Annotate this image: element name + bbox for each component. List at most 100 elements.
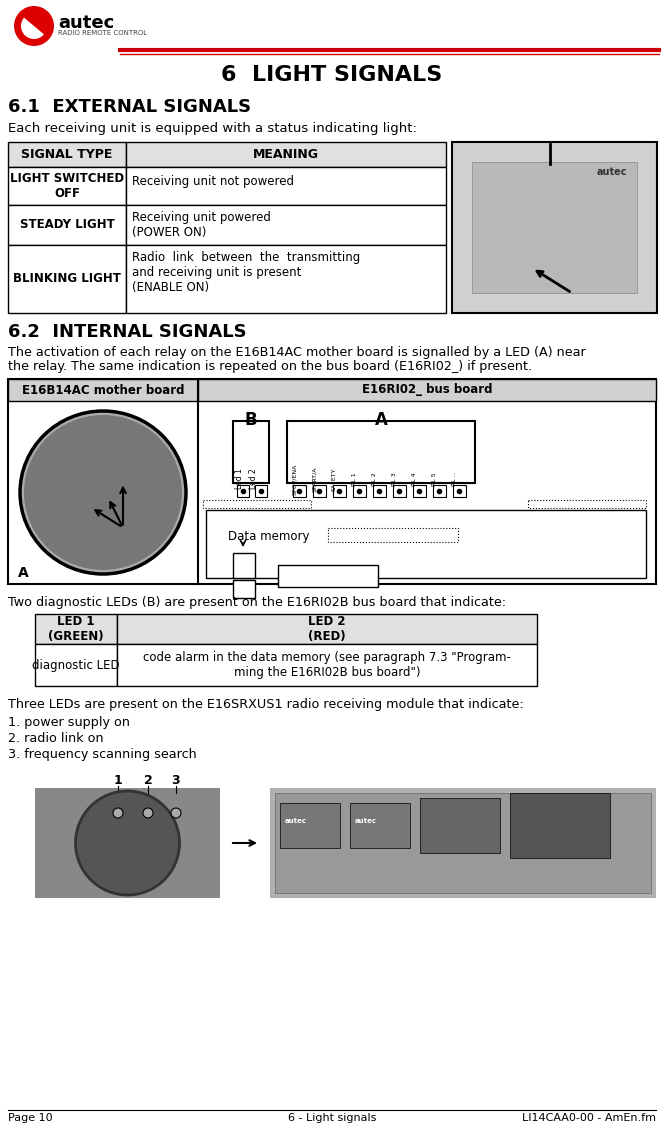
Bar <box>278 565 378 588</box>
Circle shape <box>76 791 179 895</box>
Circle shape <box>143 808 153 818</box>
Text: autec: autec <box>597 168 627 177</box>
Bar <box>270 788 656 898</box>
Text: A: A <box>18 566 29 580</box>
Text: RL 2: RL 2 <box>372 472 377 486</box>
Wedge shape <box>21 18 44 38</box>
Bar <box>255 484 267 497</box>
Text: 6.2  INTERNAL SIGNALS: 6.2 INTERNAL SIGNALS <box>8 323 246 341</box>
Text: A: A <box>374 411 387 429</box>
Text: LIGHT SWITCHED
OFF: LIGHT SWITCHED OFF <box>10 172 124 200</box>
Text: autec: autec <box>355 818 377 824</box>
Text: 6  LIGHT SIGNALS: 6 LIGHT SIGNALS <box>221 65 443 85</box>
Bar <box>433 484 446 497</box>
Bar <box>126 168 446 205</box>
Text: START/A: START/A <box>312 466 317 491</box>
Bar <box>353 484 366 497</box>
Text: MEANING: MEANING <box>253 148 319 161</box>
Bar <box>8 379 198 401</box>
Bar <box>203 500 311 508</box>
Text: B: B <box>245 411 258 429</box>
Text: Led 1: Led 1 <box>235 469 244 489</box>
Bar <box>472 162 637 293</box>
Circle shape <box>113 808 123 818</box>
Text: RL 4: RL 4 <box>412 472 417 486</box>
Bar <box>280 803 340 848</box>
Text: RL 3: RL 3 <box>392 472 397 486</box>
Text: STEADY LIGHT: STEADY LIGHT <box>20 218 114 232</box>
Bar <box>117 644 537 686</box>
Text: Radio  link  between  the  transmitting
and receiving unit is present
(ENABLE ON: Radio link between the transmitting and … <box>132 251 361 294</box>
Bar <box>8 142 126 168</box>
Text: the relay. The same indication is repeated on the bus board (E16RI02_) if presen: the relay. The same indication is repeat… <box>8 360 532 374</box>
Text: STOP/ENA: STOP/ENA <box>292 463 297 495</box>
Bar <box>8 205 126 245</box>
Text: 1: 1 <box>114 774 122 787</box>
Bar <box>233 554 255 578</box>
Text: Receiving unit powered
(POWER ON): Receiving unit powered (POWER ON) <box>132 211 271 239</box>
Bar <box>453 484 466 497</box>
Bar <box>8 245 126 314</box>
Bar <box>8 168 126 205</box>
Text: LED 1
(GREEN): LED 1 (GREEN) <box>48 615 104 643</box>
Text: RADIO REMOTE CONTROL: RADIO REMOTE CONTROL <box>58 31 147 36</box>
Text: SIGNAL TYPE: SIGNAL TYPE <box>21 148 113 161</box>
Bar <box>237 484 249 497</box>
Text: autec: autec <box>285 818 307 824</box>
Text: Receiving unit not powered: Receiving unit not powered <box>132 175 294 188</box>
Bar <box>126 205 446 245</box>
Text: 1. power supply on: 1. power supply on <box>8 717 130 729</box>
Text: LI14CAA0-00 - AmEn.fm: LI14CAA0-00 - AmEn.fm <box>522 1113 656 1123</box>
Bar <box>5 5 117 48</box>
Circle shape <box>171 808 181 818</box>
Text: 2. radio link on: 2. radio link on <box>8 732 104 745</box>
Text: Three LEDs are present on the E16SRXUS1 radio receiving module that indicate:: Three LEDs are present on the E16SRXUS1 … <box>8 698 524 711</box>
Text: RL ..: RL .. <box>452 472 457 486</box>
Bar <box>528 500 646 508</box>
Bar <box>420 798 500 854</box>
Text: Each receiving unit is equipped with a status indicating light:: Each receiving unit is equipped with a s… <box>8 122 417 135</box>
Bar <box>35 788 220 898</box>
Bar <box>413 484 426 497</box>
Bar <box>126 245 446 314</box>
Text: SAFETY: SAFETY <box>332 468 337 491</box>
Bar <box>510 794 610 858</box>
Text: LED 2
(RED): LED 2 (RED) <box>308 615 346 643</box>
Text: Page 10: Page 10 <box>8 1113 52 1123</box>
Text: RL 1: RL 1 <box>352 472 357 486</box>
Text: RL 5: RL 5 <box>432 472 437 486</box>
Bar <box>333 484 346 497</box>
Text: The activation of each relay on the E16B14AC mother board is signalled by a LED : The activation of each relay on the E16B… <box>8 346 586 359</box>
Text: 3: 3 <box>172 774 181 787</box>
Text: Two diagnostic LEDs (B) are present on the E16RI02B bus board that indicate:: Two diagnostic LEDs (B) are present on t… <box>8 597 506 609</box>
Text: E16B14AC mother board: E16B14AC mother board <box>22 384 184 396</box>
Text: code alarm in the data memory (see paragraph 7.3 "Program-
ming the E16RI02B bus: code alarm in the data memory (see parag… <box>143 651 511 679</box>
Text: 3. frequency scanning search: 3. frequency scanning search <box>8 748 197 761</box>
Bar <box>452 142 657 314</box>
Bar <box>373 484 386 497</box>
Bar <box>126 142 446 168</box>
Bar <box>206 511 646 578</box>
Bar <box>350 803 410 848</box>
Text: 2: 2 <box>143 774 152 787</box>
Bar <box>35 644 117 686</box>
Wedge shape <box>14 6 54 46</box>
Ellipse shape <box>20 411 186 574</box>
Text: Led 2: Led 2 <box>249 469 258 489</box>
Ellipse shape <box>24 415 182 571</box>
Bar <box>117 614 537 644</box>
Text: Data memory: Data memory <box>228 530 309 543</box>
Bar <box>275 794 651 893</box>
Bar <box>8 379 656 584</box>
Bar <box>198 379 656 401</box>
Bar <box>293 484 306 497</box>
Bar <box>393 484 406 497</box>
Text: BLINKING LIGHT: BLINKING LIGHT <box>13 273 121 285</box>
Bar <box>328 528 458 542</box>
Text: E16RI02_ bus board: E16RI02_ bus board <box>362 384 492 396</box>
Text: 6 - Light signals: 6 - Light signals <box>288 1113 376 1123</box>
Bar <box>35 614 117 644</box>
Bar <box>233 421 269 483</box>
Text: 6.1  EXTERNAL SIGNALS: 6.1 EXTERNAL SIGNALS <box>8 98 251 115</box>
Bar <box>313 484 326 497</box>
